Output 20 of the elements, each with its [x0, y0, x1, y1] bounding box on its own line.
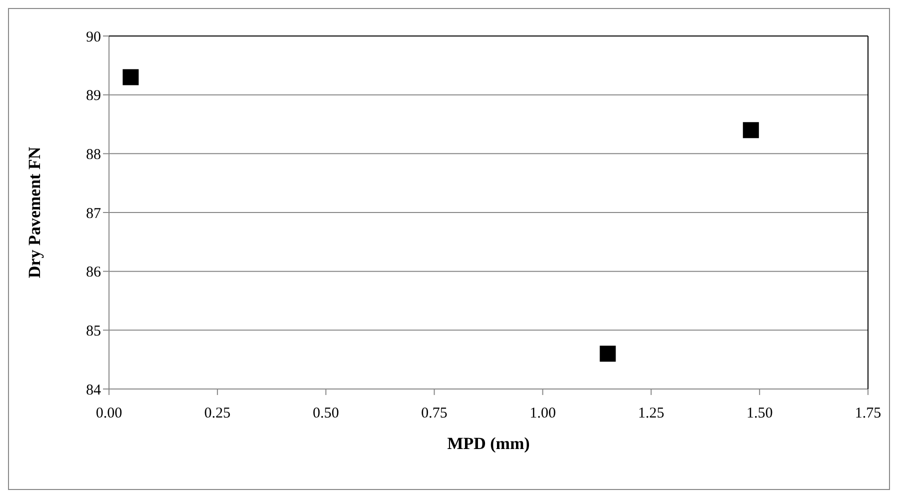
y-tick-label: 89 [86, 88, 101, 104]
x-tick-label: 0.50 [312, 406, 339, 422]
y-tick-label: 90 [86, 29, 101, 46]
x-tick-label: 1.00 [530, 406, 556, 422]
x-tick-label: 0.25 [204, 406, 231, 422]
x-axis-title: MPD (mm) [447, 434, 530, 453]
point [742, 122, 759, 138]
y-axis-title: Dry Pavement FN [25, 146, 44, 278]
x-tick-label: 0.00 [96, 406, 122, 422]
x-tick-label: 0.75 [421, 406, 448, 422]
y-tick-label: 85 [86, 323, 101, 340]
y-tick-label: 88 [86, 146, 101, 163]
x-tick-label: 1.50 [746, 406, 773, 422]
y-tick-label: 86 [86, 264, 102, 281]
y-tick-label: 87 [86, 206, 102, 222]
point [122, 69, 139, 86]
point [600, 346, 616, 362]
x-tick-label: 1.25 [638, 406, 664, 422]
y-tick-label: 84 [86, 382, 102, 398]
x-tick-label: 1.75 [854, 406, 882, 422]
